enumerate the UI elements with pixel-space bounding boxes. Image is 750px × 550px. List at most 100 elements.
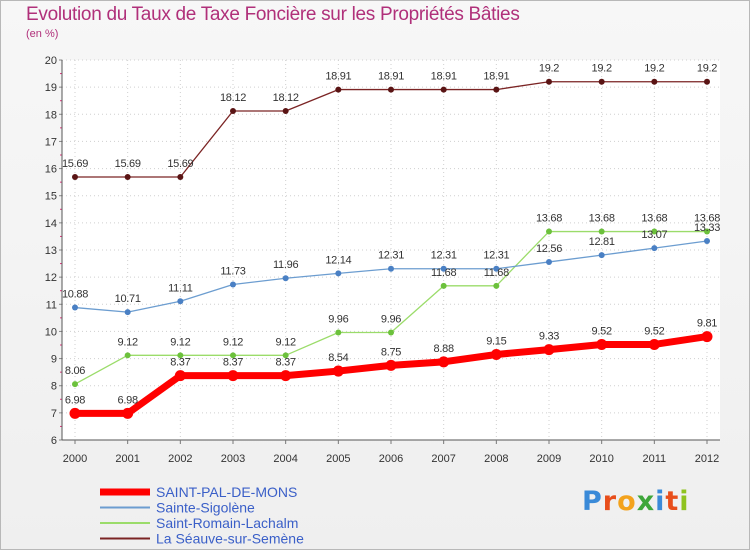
data-label: 9.96 [328,314,348,326]
data-label: 9.12 [276,336,296,348]
x-tick-label: 2000 [63,453,87,465]
data-point [177,352,184,359]
data-point [230,352,236,359]
y-tick-label: 6 [51,435,57,447]
y-tick-label: 8 [51,381,57,393]
data-point [701,331,713,343]
data-label: 9.12 [170,336,190,348]
data-label: 10.71 [115,293,141,305]
data-label: 8.37 [170,357,190,369]
y-tick-label: 12 [45,272,57,284]
data-point [282,352,289,359]
data-label: 11.68 [431,267,456,279]
data-label: 12.14 [325,254,351,266]
data-label: 8.06 [65,365,85,377]
data-point [704,238,710,245]
data-point [177,173,184,180]
data-label: 9.33 [539,331,559,343]
chart-subtitle: (en %) [26,28,59,40]
data-label: 13.68 [641,213,667,225]
data-label: 9.12 [118,336,138,348]
data-label: 8.54 [328,352,348,364]
data-label: 12.56 [536,243,562,255]
x-tick-label: 2007 [431,453,455,465]
data-point [335,86,342,93]
data-point [388,86,394,93]
data-label: 18.12 [220,92,246,104]
data-point [598,252,605,259]
data-label: 8.88 [434,343,454,355]
data-point [493,282,500,289]
data-label: 19.2 [539,63,559,75]
data-label: 9.52 [592,325,612,337]
data-point [72,381,78,388]
y-tick-label: 18 [45,109,57,121]
data-point [124,352,131,359]
data-label: 13.68 [694,213,720,225]
data-point [124,173,131,180]
data-label: 18.12 [273,92,299,104]
data-label: 13.33 [694,222,720,234]
data-label: 6.98 [65,394,85,406]
data-point [72,173,78,180]
data-point [490,349,502,360]
data-point [543,344,555,356]
data-point [596,338,608,350]
data-point [280,370,292,382]
y-tick-label: 15 [45,191,57,203]
data-point [598,228,605,235]
data-point [69,407,81,419]
logo-letter: x [636,486,656,517]
y-tick-label: 17 [45,136,57,148]
data-label: 11.68 [484,267,509,279]
legend-label: Saint-Romain-Lachalm [156,515,298,531]
logo-letter: P [582,486,603,517]
data-label: 18.91 [483,71,509,83]
legend-label: La Séauve-sur-Semène [156,531,304,547]
y-tick-label: 10 [45,326,57,338]
data-point [546,78,552,85]
y-tick-label: 19 [45,82,57,94]
data-label: 12.31 [378,250,404,262]
data-label: 13.68 [536,213,562,225]
data-label: 8.37 [223,357,243,369]
data-point [230,281,236,288]
data-label: 10.88 [62,289,88,301]
data-label: 15.69 [167,158,193,170]
data-point [335,270,342,277]
data-label: 11.73 [220,265,245,277]
y-tick-label: 16 [45,164,57,176]
x-tick-label: 2012 [695,453,719,465]
data-label: 18.91 [431,71,457,83]
data-label: 19.2 [697,63,717,75]
data-point [332,365,344,377]
data-label: 8.75 [381,346,401,358]
data-point [440,282,447,289]
data-label: 9.12 [223,336,243,348]
data-label: 9.15 [486,336,506,348]
proxiti-logo: Proxiti [582,486,690,517]
data-point [282,108,289,115]
data-point [651,245,658,252]
data-point [598,78,605,85]
logo-letter: t [665,486,680,517]
data-point [230,108,236,115]
x-tick-label: 2002 [168,453,192,465]
data-point [704,78,710,85]
logo-letter: o [617,486,637,517]
y-tick-label: 20 [45,55,57,67]
data-point [493,86,500,93]
x-tick-label: 2008 [484,453,508,465]
data-label: 11.11 [168,282,193,294]
data-point [72,304,78,311]
data-point [651,78,658,85]
x-tick-label: 2009 [537,453,561,465]
data-label: 8.37 [276,357,296,369]
data-point [227,370,239,382]
data-point [122,407,134,419]
data-point [546,258,552,265]
y-tick-label: 7 [51,408,57,420]
data-point [177,298,184,305]
data-point [282,275,289,282]
x-tick-label: 2004 [273,453,297,465]
